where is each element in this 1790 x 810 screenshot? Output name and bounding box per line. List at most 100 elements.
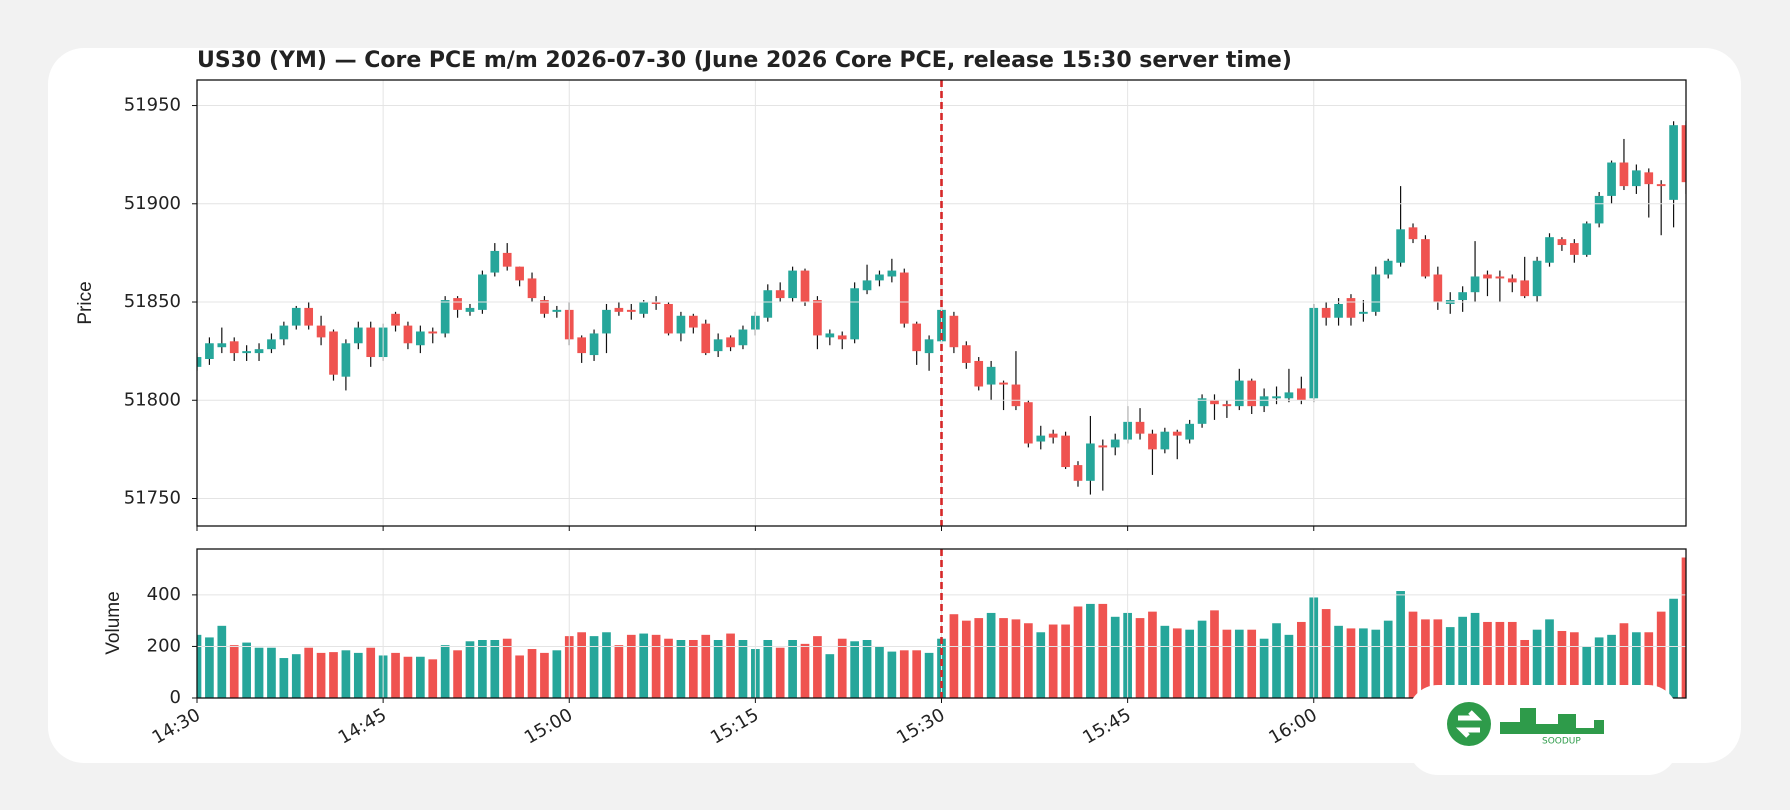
candle-body bbox=[912, 323, 922, 352]
volume-bar bbox=[552, 650, 562, 698]
candle-body bbox=[1061, 435, 1070, 468]
volume-bar bbox=[490, 639, 500, 698]
volume-bar bbox=[1445, 627, 1455, 698]
volume-bar bbox=[1185, 629, 1195, 698]
y-tick-label: 51900 bbox=[124, 193, 181, 214]
candle-body bbox=[651, 302, 661, 304]
candle-body bbox=[279, 325, 289, 340]
logo-arrows bbox=[1455, 710, 1483, 738]
volume-bar bbox=[1545, 619, 1554, 698]
volume-bar bbox=[540, 652, 549, 698]
candle-body bbox=[1594, 195, 1604, 224]
candle-body bbox=[924, 339, 934, 354]
candle-body bbox=[1359, 311, 1368, 314]
volume-bar bbox=[1557, 630, 1567, 698]
candle-body bbox=[540, 300, 549, 314]
volume-bar bbox=[403, 656, 413, 698]
volume-bar bbox=[1172, 628, 1182, 698]
candle-body bbox=[1396, 229, 1405, 263]
candle-body bbox=[775, 290, 785, 299]
candle-body bbox=[1135, 421, 1145, 434]
candle-body bbox=[1110, 439, 1120, 448]
candle-body bbox=[999, 382, 1008, 385]
volume-bar bbox=[478, 639, 487, 698]
candle-body bbox=[1222, 404, 1232, 407]
candle-body bbox=[1433, 274, 1443, 303]
volume-bar bbox=[205, 637, 214, 698]
candle-body bbox=[552, 309, 562, 312]
volume-bar bbox=[1011, 619, 1021, 698]
candle-body bbox=[440, 300, 450, 334]
candle-body bbox=[813, 300, 822, 336]
candle-body bbox=[738, 329, 748, 346]
candle-body bbox=[1495, 276, 1505, 279]
volume-bar bbox=[1408, 611, 1418, 698]
volume-bar bbox=[1098, 603, 1108, 698]
candle-body bbox=[1296, 388, 1306, 401]
candle-body bbox=[1011, 384, 1021, 407]
volume-bar bbox=[1086, 603, 1095, 698]
candle-body bbox=[1607, 162, 1616, 196]
candle-body bbox=[701, 323, 711, 354]
volume-bar bbox=[366, 647, 376, 698]
volume-bar bbox=[329, 652, 338, 698]
logo-circle bbox=[1447, 702, 1491, 746]
volume-bar bbox=[738, 639, 748, 698]
candle-body bbox=[589, 333, 599, 356]
volume-bar bbox=[1470, 612, 1480, 698]
candle-body bbox=[1483, 274, 1492, 279]
volume-bar bbox=[453, 650, 462, 698]
candle-body bbox=[1185, 423, 1195, 440]
volume-axis-label: Volume bbox=[103, 591, 124, 654]
volume-bar bbox=[291, 654, 301, 698]
volume-bar bbox=[775, 647, 785, 698]
volume-bar bbox=[217, 625, 227, 698]
candle-body bbox=[1532, 260, 1542, 297]
candle-body bbox=[688, 315, 698, 328]
candle-body bbox=[614, 307, 624, 312]
candle-body bbox=[416, 331, 425, 346]
candle-body bbox=[366, 327, 376, 358]
candle-body bbox=[763, 290, 773, 318]
volume-bar bbox=[267, 647, 276, 698]
volume-bar bbox=[875, 646, 884, 698]
volume-bar bbox=[1383, 620, 1393, 698]
volume-bar bbox=[626, 634, 636, 698]
candle-body bbox=[1334, 303, 1343, 318]
y-tick-label: 400 bbox=[147, 584, 181, 605]
candle-body bbox=[428, 331, 438, 334]
volume-bar bbox=[961, 620, 971, 698]
volume-bar bbox=[1495, 621, 1505, 698]
candle-body bbox=[1048, 433, 1058, 438]
volume-bar bbox=[1284, 634, 1294, 698]
candle-body bbox=[577, 337, 587, 354]
candle-body bbox=[1656, 184, 1666, 187]
candle-body bbox=[291, 307, 301, 326]
volume-bar bbox=[1272, 623, 1281, 698]
candle-body bbox=[1619, 162, 1629, 187]
volume-bar bbox=[1210, 610, 1219, 698]
volume-bar bbox=[1135, 618, 1145, 698]
volume-bar bbox=[1632, 632, 1641, 698]
volume-bar bbox=[1148, 611, 1157, 698]
candle-body bbox=[1098, 445, 1108, 448]
candle-body bbox=[887, 270, 897, 277]
candle-body bbox=[304, 307, 314, 326]
volume-bar bbox=[1644, 632, 1654, 698]
volume-bar bbox=[1024, 623, 1033, 698]
candle-body bbox=[1632, 170, 1641, 187]
candle-body bbox=[664, 303, 673, 334]
volume-bar bbox=[974, 618, 984, 698]
candle-body bbox=[1073, 465, 1083, 481]
volume-bar bbox=[825, 654, 835, 698]
volume-bar bbox=[999, 618, 1008, 698]
volume-bar bbox=[1421, 619, 1430, 698]
volume-bar bbox=[701, 634, 711, 698]
volume-bar bbox=[1234, 629, 1244, 698]
candle-body bbox=[1259, 396, 1269, 407]
volume-bar bbox=[1073, 606, 1083, 698]
volume-bar bbox=[813, 636, 822, 698]
volume-bar bbox=[676, 639, 686, 698]
volume-bar bbox=[465, 641, 475, 698]
